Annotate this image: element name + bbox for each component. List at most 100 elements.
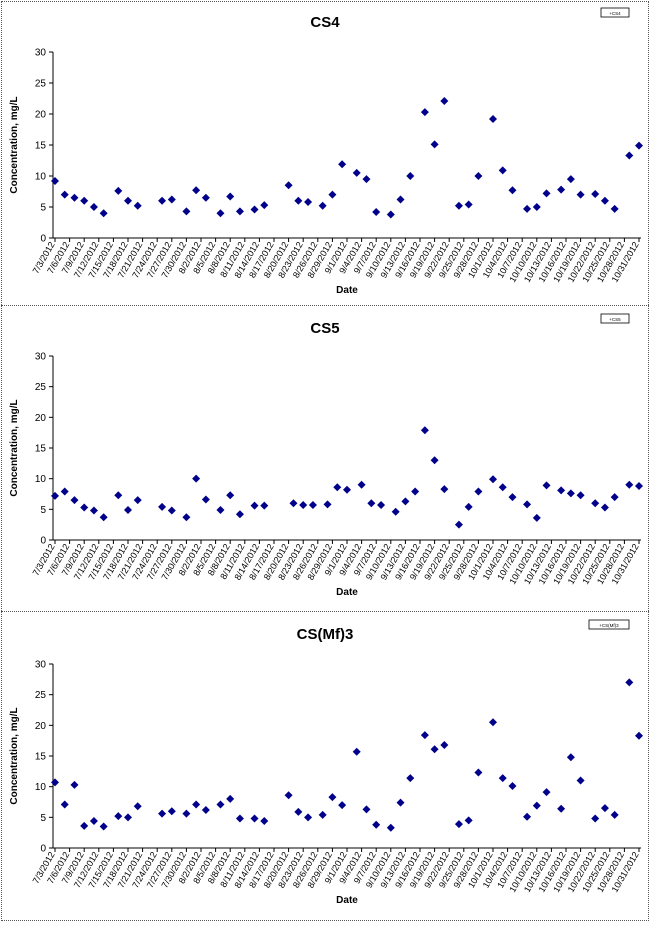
data-point: [576, 491, 585, 500]
data-point: [566, 753, 575, 762]
data-point: [420, 731, 429, 740]
data-point: [250, 205, 259, 214]
data-point: [201, 193, 210, 202]
data-point: [498, 166, 507, 175]
data-point: [289, 499, 298, 508]
data-point: [464, 200, 473, 209]
y-tick-label: 30: [35, 352, 47, 363]
y-tick-label: 0: [40, 536, 46, 547]
y-tick-label: 25: [35, 79, 47, 90]
data-point: [610, 810, 619, 819]
data-point: [464, 502, 473, 511]
data-point: [284, 181, 293, 190]
data-point: [250, 501, 259, 510]
legend-box: [588, 619, 630, 630]
data-point: [51, 778, 59, 787]
data-point: [386, 210, 395, 219]
data-point: [625, 151, 634, 160]
data-point: [192, 186, 201, 195]
data-point: [318, 810, 327, 819]
data-point: [338, 160, 347, 169]
data-point: [635, 482, 643, 491]
data-point: [318, 201, 327, 210]
data-point: [635, 141, 643, 150]
data-point: [260, 817, 269, 826]
data-point: [226, 491, 235, 500]
data-point: [182, 809, 191, 818]
y-axis-label: Concentration, mg/L: [9, 707, 20, 804]
chart-title: CS4: [310, 14, 340, 31]
data-point: [70, 193, 79, 202]
data-point: [386, 823, 395, 832]
data-point: [167, 807, 176, 816]
data-point: [201, 495, 210, 504]
data-point: [600, 196, 609, 205]
data-point: [391, 507, 400, 516]
data-point: [610, 493, 619, 502]
data-point: [523, 204, 532, 213]
data-point: [362, 175, 371, 184]
data-point: [440, 740, 449, 749]
data-point: [508, 493, 517, 502]
legend: +CS4: [600, 7, 630, 18]
data-point: [600, 503, 609, 512]
data-point: [89, 203, 98, 211]
data-point: [114, 186, 123, 195]
data-point: [235, 510, 244, 519]
data-point: [304, 198, 313, 207]
y-tick-label: 15: [35, 444, 47, 455]
data-point: [158, 809, 167, 818]
data-point: [124, 813, 132, 822]
data-point: [235, 814, 244, 823]
legend: +CS5: [600, 313, 630, 324]
data-point: [192, 800, 201, 809]
data-point: [566, 489, 575, 498]
data-point: [566, 175, 575, 184]
x-axis-label: Date: [336, 895, 358, 906]
data-point: [133, 201, 142, 210]
data-point: [523, 812, 532, 821]
y-axis-label: Concentration, mg/L: [9, 399, 20, 496]
data-point: [299, 501, 308, 510]
data-point: [454, 201, 463, 210]
chart-title: CS(Mf)3: [297, 626, 354, 643]
y-tick-label: 25: [35, 690, 47, 701]
data-point: [99, 209, 108, 218]
y-tick-label: 30: [35, 660, 47, 671]
data-point: [489, 718, 497, 727]
y-tick-label: 0: [40, 844, 46, 855]
data-point: [591, 189, 600, 198]
data-point: [323, 500, 332, 509]
data-point: [396, 195, 405, 204]
data-point: [201, 805, 210, 814]
data-point: [133, 496, 142, 505]
data-point: [542, 481, 551, 490]
chart-csmf3: CS(Mf)3 +CS(Mf)3 0 5 10 15 20 25 30 Concentration…: [9, 619, 643, 906]
data-point: [532, 801, 541, 810]
y-tick-label: 15: [35, 752, 47, 763]
data-point: [430, 456, 439, 465]
data-point: [523, 500, 532, 509]
legend-label: +CS4: [609, 11, 621, 16]
data-point: [250, 814, 259, 823]
data-point: [260, 501, 269, 510]
data-point: [557, 486, 566, 495]
data-point: [167, 195, 176, 204]
y-tick-label: 30: [35, 48, 47, 59]
x-axis-label: Date: [336, 587, 358, 598]
data-point: [124, 196, 132, 205]
chart-panel-csmf3: CS(Mf)3 +CS(Mf)3 0 5 10 15 20 25 30 Concentration…: [1, 612, 649, 921]
data-point: [591, 499, 600, 508]
legend: +CS(Mf)3: [588, 619, 630, 630]
data-point: [367, 499, 376, 508]
data-point: [576, 190, 585, 199]
chart-panel-cs5: CS5 +CS5 0 5 10 15 20 25 30 Concentration, mg/L 7/…: [1, 306, 649, 612]
legend-label: +CS5: [609, 317, 621, 322]
data-point: [89, 817, 98, 826]
panel-divider: [1, 611, 649, 612]
data-point: [352, 168, 361, 177]
data-point: [401, 497, 410, 506]
data-point: [308, 501, 317, 510]
data-point: [216, 209, 225, 218]
